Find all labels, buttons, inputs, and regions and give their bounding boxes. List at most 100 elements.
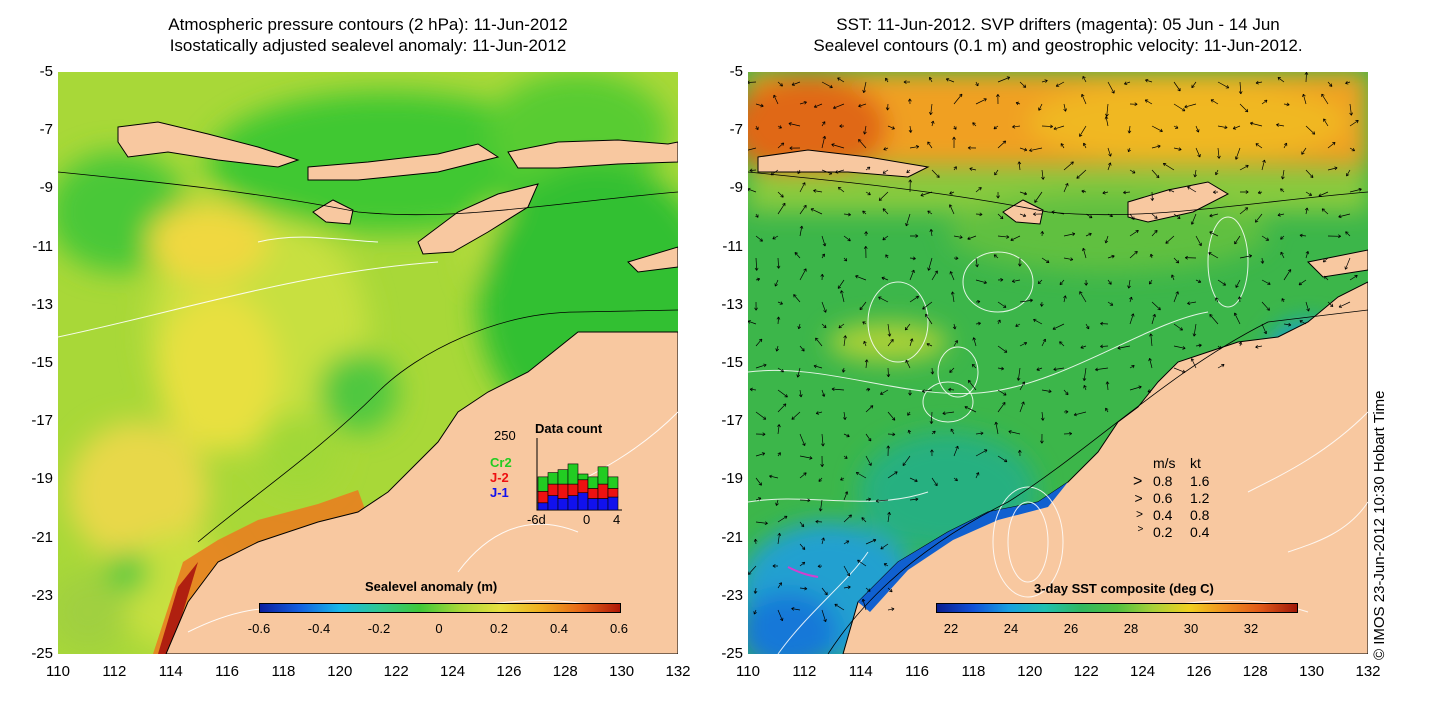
left-ytick: -11 [32,237,53,255]
velocity-arrow [909,256,916,261]
velocity-arrow [1127,125,1132,134]
velocity-arrow [1239,103,1249,113]
velocity-arrow [1082,247,1087,259]
velocity-arrow [1107,279,1112,285]
velocity-arrow [773,94,779,105]
velocity-arrow [1107,162,1112,171]
velocity-arrow [858,139,867,149]
velocity-arrow [837,279,845,289]
velocity-arrow [837,186,845,193]
velocity-arrow [1212,190,1219,194]
velocity-arrow [1060,143,1065,149]
velocity-arrow [855,275,867,281]
left-ytick: -17 [31,412,53,430]
velocity-arrow [887,432,896,437]
velocity-arrow [1249,121,1263,127]
velocity-arrow [1100,321,1109,326]
velocity-arrow [1040,411,1045,421]
velocity-arrow [777,202,786,215]
velocity-arrow [843,335,847,347]
velocity-arrow [931,477,938,487]
velocity-arrow [755,432,766,437]
velocity-arrow [798,389,803,398]
velocity-arrow [1304,207,1309,215]
velocity-arrow [1280,188,1285,193]
velocity-arrow [1195,235,1202,247]
velocity-arrow [887,607,895,612]
sealevel-anomaly-map[interactable] [58,72,678,654]
velocity-legend-kt: 1.2 [1190,490,1210,506]
velocity-arrow [794,252,801,259]
velocity-arrow [1345,80,1351,85]
velocity-arrow [821,587,828,596]
colorbar-tick-label: 0.6 [609,621,629,636]
velocity-arrow [1217,364,1225,369]
velocity-arrow [1129,313,1135,325]
velocity-arrow [810,208,823,215]
velocity-arrow [906,169,911,174]
velocity-arrow [953,235,963,239]
velocity-arrow [1321,208,1329,215]
velocity-arrow [975,81,979,87]
colorbar-tick-label: 24 [1003,621,1019,636]
velocity-arrow [1281,298,1285,303]
velocity-arrow [1080,345,1087,349]
right-title-line1: SST: 11-Jun-2012. SVP drifters (magenta)… [836,15,1280,34]
velocity-arrow [1301,147,1307,155]
velocity-arrow [1129,102,1138,107]
left-title-line2: Isostatically adjusted sealevel anomaly:… [169,36,567,55]
velocity-arrow [834,603,845,611]
data-count-bar-cr2 [607,476,619,489]
velocity-arrow [777,452,781,457]
velocity-arrow [1015,101,1021,106]
velocity-arrow [843,491,849,501]
velocity-arrow [1190,213,1197,225]
velocity-arrow [1051,210,1065,215]
data-count-bar-j-1 [547,495,559,511]
velocity-arrow [777,515,788,523]
velocity-arrow [813,189,823,193]
velocity-arrow [865,387,871,392]
velocity-arrow [1079,125,1087,137]
velocity-arrow [996,94,1000,105]
velocity-arrow [799,521,805,528]
velocity-arrow [1323,118,1329,127]
velocity-arrow [855,471,867,479]
right-ytick: -13 [721,295,743,313]
data-count-bar-j-2 [607,488,619,498]
velocity-arrow [975,187,982,193]
velocity-arrow [865,587,871,592]
velocity-arrow [777,125,782,129]
velocity-arrow [1239,164,1249,171]
velocity-arrow [1008,430,1021,435]
velocity-arrow [1104,235,1109,244]
velocity-arrow [813,103,823,109]
sst-map[interactable] [748,72,1368,654]
velocity-arrow [1107,147,1112,157]
velocity-arrow [975,279,987,285]
velocity-arrow [997,140,1007,149]
velocity-arrow [1151,313,1157,325]
velocity-legend-ms: 0.4 [1153,507,1173,523]
velocity-arrow [797,169,801,175]
velocity-arrow [909,234,919,238]
velocity-arrow [1129,296,1133,303]
velocity-arrow [1041,79,1048,83]
velocity-arrow [777,301,783,305]
velocity-arrow [843,433,850,438]
velocity-arrow [949,367,955,373]
velocity-arrow [1063,161,1074,171]
velocity-arrow [1033,318,1043,325]
copyright-notice: © IMOS 23-Jun-2012 10:30 Hobart Time [1371,390,1388,660]
velocity-arrow [927,257,933,271]
velocity-arrow [905,359,911,369]
velocity-arrow [1215,169,1219,176]
velocity-arrow [840,477,845,481]
left-xtick: 116 [215,663,240,680]
velocity-arrow [1107,81,1115,94]
velocity-arrow [1173,291,1179,303]
velocity-arrow [1239,254,1253,259]
velocity-arrow [1305,125,1316,135]
velocity-arrow [815,337,823,347]
velocity-arrow [1150,191,1155,201]
